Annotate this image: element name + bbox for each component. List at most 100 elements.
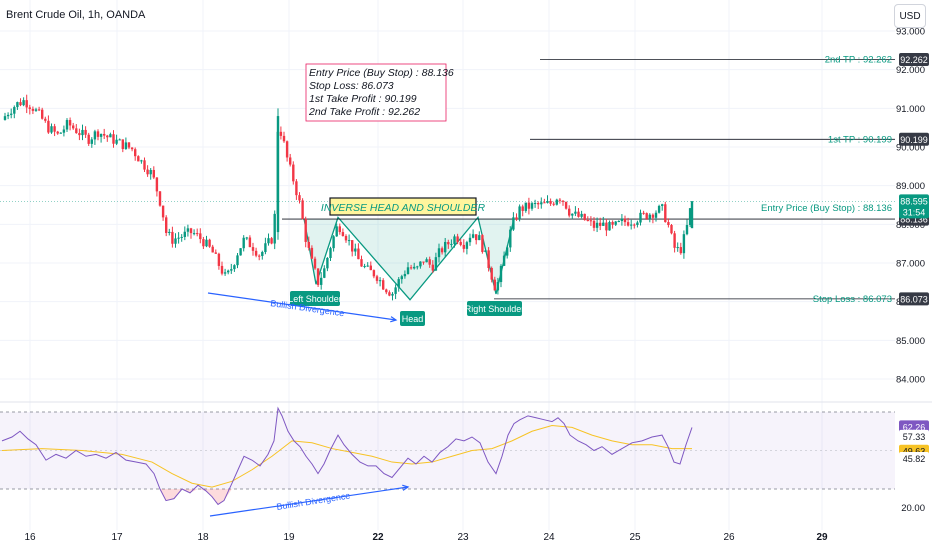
pattern-label: INVERSE HEAD AND SHOULDER <box>321 202 486 214</box>
candle-down <box>577 211 580 217</box>
candle-down <box>248 237 252 248</box>
candle-up <box>636 222 639 225</box>
candle-up <box>378 280 382 282</box>
candle-down <box>481 235 484 252</box>
candle-up <box>496 282 500 291</box>
candle-down <box>146 169 149 175</box>
candle-down <box>202 239 205 247</box>
candle-up <box>518 206 521 220</box>
candle-down <box>431 264 434 271</box>
time-tick-label: 29 <box>816 532 828 543</box>
candle-up <box>323 268 326 278</box>
candle-up <box>174 238 177 244</box>
candle-up <box>205 239 208 247</box>
candle-down <box>68 120 72 126</box>
candle-down <box>143 160 146 170</box>
candle-up <box>276 116 280 233</box>
candle-down <box>447 241 450 245</box>
candle-down <box>106 135 109 138</box>
candle-up <box>183 231 186 237</box>
candle-up <box>326 257 329 269</box>
candle-down <box>549 201 552 204</box>
candle-up <box>230 269 233 271</box>
candle-down <box>589 220 593 222</box>
candle-up <box>273 213 276 244</box>
candle-down <box>251 247 255 251</box>
level-label: Stop Loss : 86.073 <box>813 294 892 305</box>
candle-down <box>121 139 124 150</box>
rsi-value-tag: 57.33 <box>903 432 926 442</box>
candle-down <box>552 203 555 205</box>
candle-up <box>180 236 183 238</box>
candle-down <box>158 191 162 206</box>
candle-up <box>571 213 574 216</box>
candle-down <box>301 200 304 219</box>
candle-up <box>416 266 419 268</box>
candle-down <box>592 220 596 228</box>
current-price-tag-bg <box>899 194 929 219</box>
candle-down <box>645 213 648 219</box>
candle-up <box>676 247 679 249</box>
candle-up <box>688 208 692 225</box>
candle-up <box>140 160 143 162</box>
candle-down <box>459 241 462 245</box>
candle-down <box>189 228 193 234</box>
candle-up <box>471 234 475 238</box>
rsi-value-tag-bg <box>899 452 929 466</box>
annotation-line: 1st Take Profit : 90.199 <box>309 93 417 105</box>
time-tick-label: 24 <box>543 532 555 543</box>
pattern-point-label: Right Shoulder <box>465 304 525 314</box>
candle-up <box>468 237 472 243</box>
candle-up <box>620 218 624 222</box>
candle-down <box>127 142 131 148</box>
level-price-tag-bg <box>899 53 929 67</box>
currency-button[interactable]: USD <box>894 4 926 28</box>
candle-down <box>152 169 155 178</box>
rsi-value-tag: 45.82 <box>903 454 926 464</box>
candle-down <box>515 217 518 220</box>
candle-up <box>425 259 428 263</box>
candle-down <box>375 276 379 281</box>
candle-up <box>595 222 599 228</box>
candle-up <box>168 231 171 233</box>
pattern-outline <box>303 215 515 301</box>
candle-up <box>320 277 323 285</box>
candle-up <box>630 224 633 226</box>
candle-down <box>56 131 59 134</box>
candle-up <box>406 267 410 275</box>
candle-down <box>626 222 630 226</box>
pattern-point-badge <box>290 291 340 306</box>
candle-down <box>292 164 295 182</box>
level-label: 1st TP : 90.199 <box>828 134 892 145</box>
candle-down <box>298 195 301 201</box>
candle-down <box>310 247 314 259</box>
pattern-layer <box>0 201 895 301</box>
candle-down <box>564 201 568 209</box>
time-tick-label: 17 <box>111 532 123 543</box>
candle-up <box>242 237 245 249</box>
candle-up <box>530 203 534 209</box>
rsi-value-tag: 49.63 <box>903 447 926 457</box>
candle-down <box>199 233 202 240</box>
candle-up <box>617 221 620 223</box>
candle-up <box>403 274 407 277</box>
candle-down <box>493 279 496 291</box>
price-tick-label: 90.000 <box>896 143 925 154</box>
rsi-line <box>1 406 693 506</box>
candle-up <box>484 250 487 252</box>
candle-up <box>236 255 239 266</box>
candle-down <box>78 133 81 136</box>
candle-down <box>285 141 289 158</box>
candle-down <box>211 246 214 253</box>
candle-down <box>487 250 490 268</box>
candle-up <box>99 133 103 137</box>
rsi-divergence-arrow <box>209 486 409 517</box>
annotation-line: Stop Loss: 86.073 <box>309 80 394 92</box>
time-tick-label: 18 <box>197 532 209 543</box>
candle-up <box>499 265 503 283</box>
candle-up <box>690 201 694 229</box>
candle-down <box>196 233 199 235</box>
time-tick-label: 25 <box>629 532 641 543</box>
rsi-value-tag-bg <box>899 429 929 443</box>
candle-down <box>161 205 165 218</box>
